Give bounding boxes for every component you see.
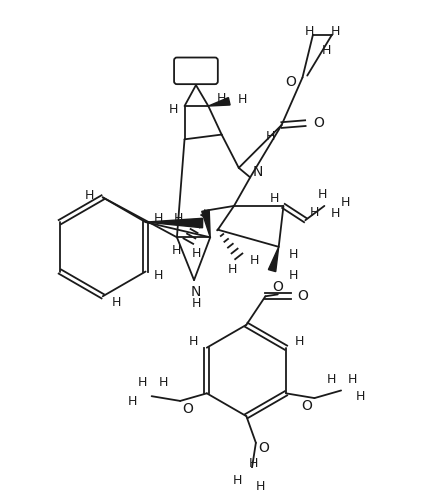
Polygon shape xyxy=(269,247,279,272)
Text: H: H xyxy=(217,92,227,105)
Text: H: H xyxy=(318,188,327,201)
Text: N: N xyxy=(191,285,201,299)
Text: H: H xyxy=(189,335,198,349)
Text: H: H xyxy=(158,377,168,389)
Text: H: H xyxy=(295,335,304,349)
Text: H: H xyxy=(85,189,94,202)
Text: Abs: Abs xyxy=(184,64,207,78)
Text: H: H xyxy=(310,206,320,219)
Polygon shape xyxy=(202,210,210,237)
Text: H: H xyxy=(154,212,163,225)
Text: H: H xyxy=(233,474,242,488)
Text: O: O xyxy=(286,75,296,89)
Text: H: H xyxy=(331,26,341,38)
Text: O: O xyxy=(272,280,283,294)
Text: O: O xyxy=(182,402,193,415)
Text: H: H xyxy=(348,373,357,385)
Text: H: H xyxy=(191,247,201,260)
Text: H: H xyxy=(192,298,202,310)
Text: H: H xyxy=(172,244,181,257)
Text: H: H xyxy=(327,373,336,385)
Text: H: H xyxy=(331,207,341,220)
Text: O: O xyxy=(297,289,308,303)
Text: H: H xyxy=(341,195,350,209)
Text: O: O xyxy=(313,116,324,130)
Text: H: H xyxy=(248,457,258,470)
Text: N: N xyxy=(253,164,263,179)
Text: H: H xyxy=(305,26,314,38)
Text: H: H xyxy=(238,93,247,106)
Polygon shape xyxy=(145,218,202,228)
Text: H: H xyxy=(112,296,121,308)
Text: H: H xyxy=(249,254,259,267)
Text: H: H xyxy=(322,44,331,57)
Text: O: O xyxy=(302,399,312,413)
Text: H: H xyxy=(154,269,163,282)
Text: H: H xyxy=(288,269,298,282)
FancyBboxPatch shape xyxy=(174,57,218,84)
Text: H: H xyxy=(269,192,279,205)
Text: H: H xyxy=(174,212,184,225)
Text: H: H xyxy=(356,390,365,403)
Polygon shape xyxy=(208,98,230,106)
Text: H: H xyxy=(169,103,178,116)
Text: H: H xyxy=(256,480,265,491)
Text: H: H xyxy=(288,248,298,261)
Text: H: H xyxy=(227,263,237,276)
Text: H: H xyxy=(137,377,147,389)
Text: O: O xyxy=(258,440,269,455)
Text: H: H xyxy=(128,395,137,409)
Text: H: H xyxy=(266,130,275,143)
